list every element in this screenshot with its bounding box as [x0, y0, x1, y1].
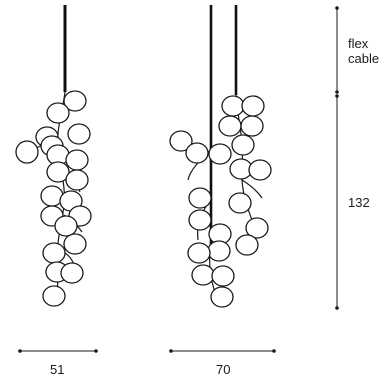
width-left-label: 51 — [50, 362, 65, 377]
right-pendant — [169, 5, 272, 308]
width-right-label: 70 — [216, 362, 231, 377]
flex-cable-label: flex cable — [348, 36, 380, 66]
dim-width-left-start — [18, 349, 22, 353]
dimension-lines — [18, 6, 339, 353]
right-globes — [169, 95, 272, 308]
dim-height-bottom-tick — [335, 306, 339, 310]
dim-cable-top-tick — [335, 6, 339, 10]
dim-width-right-start — [169, 349, 173, 353]
dim-cable-bottom-tick — [335, 90, 339, 94]
dim-width-right-end — [272, 349, 276, 353]
dim-width-left-end — [94, 349, 98, 353]
left-pendant — [15, 5, 92, 307]
left-globes — [15, 90, 92, 307]
dim-height-top-tick — [335, 94, 339, 98]
height-label: 132 — [348, 195, 370, 210]
